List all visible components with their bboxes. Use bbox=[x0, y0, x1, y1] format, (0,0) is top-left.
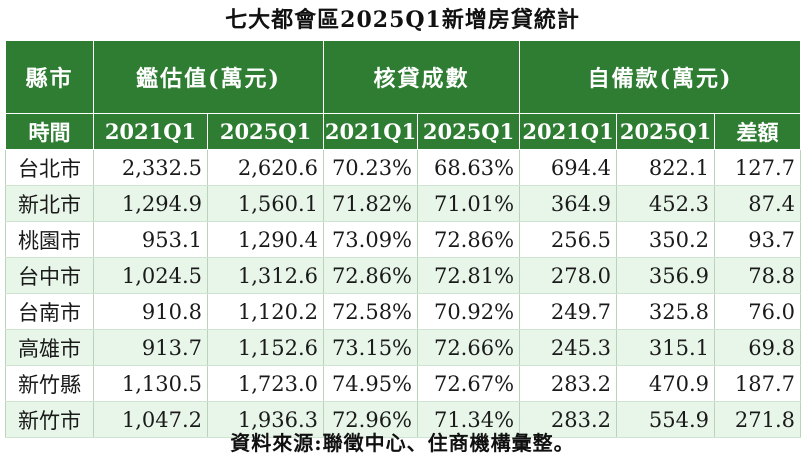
table-row: 新竹縣 1,130.5 1,723.0 74.95% 72.67% 283.2 470.9 1… bbox=[5, 365, 802, 402]
mortgage-table: 縣市 鑑估值(萬元) 核貸成數 自備款(萬元) 時間 2021Q1 2025Q1… bbox=[5, 40, 802, 438]
downpayment-2021-cell: 283.2 bbox=[519, 401, 618, 438]
downpayment-2025-cell: 356.9 bbox=[616, 257, 716, 294]
city-cell: 新北市 bbox=[5, 185, 94, 222]
appraisal-2021-cell: 1,130.5 bbox=[93, 365, 208, 402]
downpayment-2021-cell: 694.4 bbox=[519, 149, 618, 186]
appraisal-2025-cell: 1,936.3 bbox=[206, 401, 325, 438]
downpayment-2021-cell: 245.3 bbox=[519, 329, 618, 366]
appraisal-2021-cell: 2,332.5 bbox=[93, 149, 208, 186]
table-row: 新北市 1,294.9 1,560.1 71.82% 71.01% 364.9 452.3 8… bbox=[5, 185, 802, 222]
header-downpayment: 自備款(萬元) bbox=[519, 40, 802, 114]
appraisal-2025-cell: 2,620.6 bbox=[206, 149, 325, 186]
header-time: 時間 bbox=[5, 113, 94, 150]
difference-cell: 93.7 bbox=[714, 221, 802, 258]
ltv-2025-cell: 68.63% bbox=[417, 149, 521, 186]
city-cell: 桃園市 bbox=[5, 221, 94, 258]
header-down-2025: 2025Q1 bbox=[616, 113, 716, 150]
ltv-2025-cell: 72.66% bbox=[417, 329, 521, 366]
downpayment-2025-cell: 350.2 bbox=[616, 221, 716, 258]
difference-cell: 78.8 bbox=[714, 257, 802, 294]
ltv-2021-cell: 72.96% bbox=[323, 401, 419, 438]
header-diff: 差額 bbox=[714, 113, 802, 150]
header-down-2021: 2021Q1 bbox=[519, 113, 618, 150]
downpayment-2021-cell: 278.0 bbox=[519, 257, 618, 294]
downpayment-2025-cell: 325.8 bbox=[616, 293, 716, 330]
header-ltv-2021: 2021Q1 bbox=[323, 113, 419, 150]
downpayment-2025-cell: 822.1 bbox=[616, 149, 716, 186]
ltv-2025-cell: 72.86% bbox=[417, 221, 521, 258]
header-row-main: 縣市 鑑估值(萬元) 核貸成數 自備款(萬元) bbox=[5, 40, 802, 114]
ltv-2025-cell: 71.01% bbox=[417, 185, 521, 222]
ltv-2021-cell: 72.86% bbox=[323, 257, 419, 294]
appraisal-2025-cell: 1,312.6 bbox=[206, 257, 325, 294]
ltv-2021-cell: 70.23% bbox=[323, 149, 419, 186]
downpayment-2021-cell: 283.2 bbox=[519, 365, 618, 402]
header-ltv: 核貸成數 bbox=[323, 40, 521, 114]
ltv-2021-cell: 71.82% bbox=[323, 185, 419, 222]
ltv-2021-cell: 73.09% bbox=[323, 221, 419, 258]
ltv-2021-cell: 74.95% bbox=[323, 365, 419, 402]
difference-cell: 187.7 bbox=[714, 365, 802, 402]
difference-cell: 271.8 bbox=[714, 401, 802, 438]
table-row: 高雄市 913.7 1,152.6 73.15% 72.66% 245.3 315.1 69.… bbox=[5, 329, 802, 366]
header-appraisal: 鑑估值(萬元) bbox=[92, 40, 325, 114]
appraisal-2025-cell: 1,120.2 bbox=[206, 293, 325, 330]
table-row: 桃園市 953.1 1,290.4 73.09% 72.86% 256.5 350.2 93.… bbox=[5, 221, 802, 258]
header-ltv-2025: 2025Q1 bbox=[417, 113, 521, 150]
downpayment-2025-cell: 470.9 bbox=[616, 365, 716, 402]
ltv-2025-cell: 72.81% bbox=[417, 257, 521, 294]
header-appraisal-2021: 2021Q1 bbox=[93, 113, 208, 150]
city-cell: 台北市 bbox=[5, 149, 94, 186]
city-cell: 台南市 bbox=[5, 293, 94, 330]
difference-cell: 87.4 bbox=[714, 185, 802, 222]
city-cell: 高雄市 bbox=[5, 329, 94, 366]
header-appraisal-2025: 2025Q1 bbox=[206, 113, 325, 150]
difference-cell: 127.7 bbox=[714, 149, 802, 186]
downpayment-2025-cell: 554.9 bbox=[616, 401, 716, 438]
city-cell: 新竹縣 bbox=[5, 365, 94, 402]
appraisal-2025-cell: 1,723.0 bbox=[206, 365, 325, 402]
appraisal-2021-cell: 953.1 bbox=[93, 221, 208, 258]
source-note: 資料來源:聯徵中心、住商機構彙整。 bbox=[230, 431, 575, 455]
city-cell: 台中市 bbox=[5, 257, 94, 294]
difference-cell: 76.0 bbox=[714, 293, 802, 330]
downpayment-2021-cell: 364.9 bbox=[519, 185, 618, 222]
appraisal-2021-cell: 910.8 bbox=[93, 293, 208, 330]
downpayment-2025-cell: 315.1 bbox=[616, 329, 716, 366]
appraisal-2025-cell: 1,290.4 bbox=[206, 221, 325, 258]
ltv-2025-cell: 71.34% bbox=[417, 401, 521, 438]
ltv-2025-cell: 70.92% bbox=[417, 293, 521, 330]
city-cell: 新竹市 bbox=[5, 401, 94, 438]
appraisal-2021-cell: 1,294.9 bbox=[93, 185, 208, 222]
ltv-2021-cell: 72.58% bbox=[323, 293, 419, 330]
table-row: 新竹市 1,047.2 1,936.3 72.96% 71.34% 283.2 554.9 2… bbox=[5, 401, 802, 438]
difference-cell: 69.8 bbox=[714, 329, 802, 366]
appraisal-2021-cell: 1,024.5 bbox=[93, 257, 208, 294]
table-row: 台中市 1,024.5 1,312.6 72.86% 72.81% 278.0 356.9 7… bbox=[5, 257, 802, 294]
downpayment-2025-cell: 452.3 bbox=[616, 185, 716, 222]
appraisal-2025-cell: 1,152.6 bbox=[206, 329, 325, 366]
table-row: 台南市 910.8 1,120.2 72.58% 70.92% 249.7 325.8 76.… bbox=[5, 293, 802, 330]
downpayment-2021-cell: 256.5 bbox=[519, 221, 618, 258]
downpayment-2021-cell: 249.7 bbox=[519, 293, 618, 330]
table-row: 台北市 2,332.5 2,620.6 70.23% 68.63% 694.4 822.1 1… bbox=[5, 149, 802, 186]
header-row-sub: 時間 2021Q1 2025Q1 2021Q1 2025Q1 2021Q1 20… bbox=[5, 113, 802, 150]
header-city: 縣市 bbox=[5, 40, 94, 114]
ltv-2021-cell: 73.15% bbox=[323, 329, 419, 366]
appraisal-2021-cell: 913.7 bbox=[93, 329, 208, 366]
appraisal-2025-cell: 1,560.1 bbox=[206, 185, 325, 222]
table-title: 七大都會區2025Q1新增房貸統計 bbox=[225, 7, 580, 33]
ltv-2025-cell: 72.67% bbox=[417, 365, 521, 402]
